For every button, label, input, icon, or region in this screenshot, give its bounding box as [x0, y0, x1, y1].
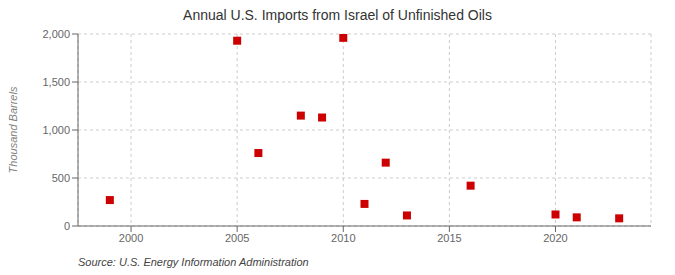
- svg-text:500: 500: [52, 172, 70, 184]
- svg-text:Thousand Barrels: Thousand Barrels: [8, 86, 19, 173]
- html-text:Source: U.S. Energy Informatio: Source: U.S. Energy Information Administ…: [78, 256, 309, 268]
- svg-text:2000: 2000: [119, 232, 143, 244]
- svg-text:2010: 2010: [331, 232, 355, 244]
- svg-text:2,000: 2,000: [42, 28, 70, 40]
- svg-text:2015: 2015: [437, 232, 461, 244]
- svg-text:1,500: 1,500: [42, 76, 70, 88]
- svg-text:1,000: 1,000: [42, 124, 70, 136]
- svg-text:2005: 2005: [225, 232, 249, 244]
- svg-text:2020: 2020: [543, 232, 567, 244]
- svg-text:0: 0: [64, 220, 70, 232]
- html-text:Annual U.S. Imports from Israe: Annual U.S. Imports from Israel of Unfin…: [183, 7, 492, 23]
